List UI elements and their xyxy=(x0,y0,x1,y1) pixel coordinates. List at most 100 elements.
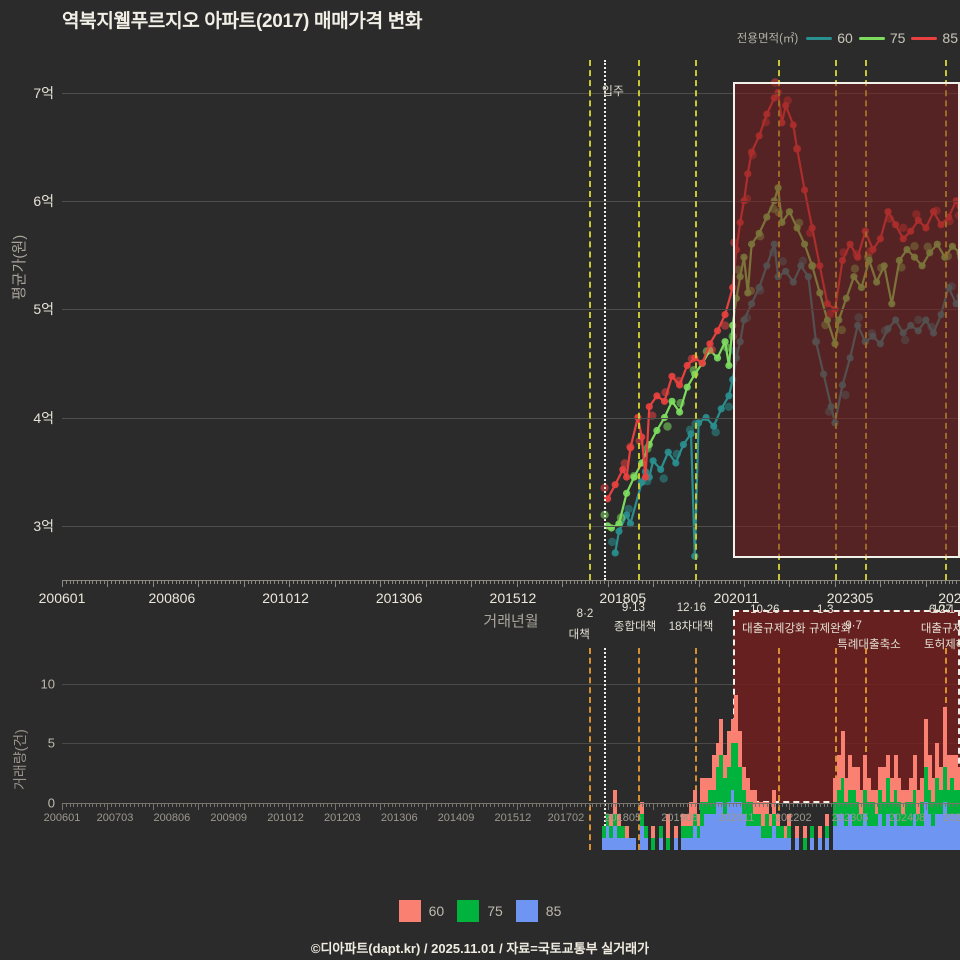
raw-trade-point-75[interactable] xyxy=(629,471,639,481)
bar-column[interactable] xyxy=(927,754,932,850)
bar-column[interactable] xyxy=(742,766,747,850)
bar-column[interactable] xyxy=(681,814,686,850)
bar-column[interactable] xyxy=(832,778,837,850)
bar-column[interactable] xyxy=(688,802,693,850)
bar-column[interactable] xyxy=(685,814,690,850)
series-point-60[interactable] xyxy=(611,549,619,557)
bar-column[interactable] xyxy=(734,695,739,850)
series-point-85[interactable] xyxy=(623,473,631,481)
bar-column[interactable] xyxy=(867,778,872,850)
bar-column[interactable] xyxy=(632,838,637,850)
bar-column[interactable] xyxy=(958,766,960,850)
legend-item-85[interactable]: 85 xyxy=(911,30,958,46)
series-point-60[interactable] xyxy=(710,422,718,430)
bar-column[interactable] xyxy=(817,826,822,850)
series-point-60[interactable] xyxy=(626,520,635,528)
raw-trade-point-85[interactable] xyxy=(626,442,635,451)
bar-column[interactable] xyxy=(950,754,955,850)
series-point-85[interactable] xyxy=(641,473,650,481)
bar-column[interactable] xyxy=(836,754,841,850)
series-point-60[interactable] xyxy=(725,392,733,400)
series-point-85[interactable] xyxy=(653,392,661,400)
series-point-85[interactable] xyxy=(713,327,722,335)
series-point-75[interactable] xyxy=(683,383,691,391)
bar-column[interactable] xyxy=(870,790,875,850)
series-point-60[interactable] xyxy=(672,459,680,467)
bar-column[interactable] xyxy=(840,730,845,850)
bar-column[interactable] xyxy=(745,778,750,850)
bar-column[interactable] xyxy=(738,730,743,850)
bar-column[interactable] xyxy=(893,754,898,850)
bar-column[interactable] xyxy=(855,766,860,850)
series-point-85[interactable] xyxy=(660,397,669,405)
series-point-75[interactable] xyxy=(668,397,676,405)
series-point-75[interactable] xyxy=(676,408,684,416)
bar-column[interactable] xyxy=(764,802,769,850)
bar-column[interactable] xyxy=(620,826,625,850)
bar-column[interactable] xyxy=(749,790,754,850)
bar-column[interactable] xyxy=(810,826,815,850)
bar-column[interactable] xyxy=(639,802,644,850)
raw-trade-point-85[interactable] xyxy=(674,376,683,386)
bar-column[interactable] xyxy=(916,790,921,850)
bar-column[interactable] xyxy=(939,766,944,850)
bar-column[interactable] xyxy=(935,742,940,850)
bar-column[interactable] xyxy=(787,814,792,850)
bar-column[interactable] xyxy=(704,778,709,850)
legend-bottom-item-60[interactable]: 60 xyxy=(398,900,444,922)
bar-column[interactable] xyxy=(931,778,936,850)
bar-column[interactable] xyxy=(613,790,618,850)
bar-column[interactable] xyxy=(673,826,678,850)
bar-column[interactable] xyxy=(825,814,830,850)
series-point-85[interactable] xyxy=(706,340,714,348)
bar-column[interactable] xyxy=(696,814,701,850)
raw-trade-point-60[interactable] xyxy=(724,402,734,411)
series-point-85[interactable] xyxy=(645,403,653,411)
bar-column[interactable] xyxy=(760,802,765,850)
series-point-85[interactable] xyxy=(611,481,619,489)
raw-trade-point-75[interactable] xyxy=(616,513,626,522)
bar-column[interactable] xyxy=(878,766,883,850)
bar-column[interactable] xyxy=(723,754,728,850)
series-point-60[interactable] xyxy=(649,457,657,465)
series-point-85[interactable] xyxy=(698,359,706,367)
bar-column[interactable] xyxy=(711,754,716,850)
bar-column[interactable] xyxy=(730,718,735,850)
bar-column[interactable] xyxy=(772,790,777,850)
bar-column[interactable] xyxy=(844,778,849,850)
raw-trade-point-85[interactable] xyxy=(687,354,696,364)
bar-column[interactable] xyxy=(700,778,705,850)
bar-column[interactable] xyxy=(719,718,724,850)
bar-column[interactable] xyxy=(666,814,671,850)
bar-column[interactable] xyxy=(874,790,879,850)
series-point-60[interactable] xyxy=(657,465,665,474)
raw-trade-point-85[interactable] xyxy=(648,411,657,420)
series-point-75[interactable] xyxy=(721,338,729,346)
bar-column[interactable] xyxy=(848,754,853,850)
bar-column[interactable] xyxy=(897,778,902,850)
bar-column[interactable] xyxy=(802,826,807,850)
series-point-85[interactable] xyxy=(683,361,691,370)
bar-column[interactable] xyxy=(692,790,697,850)
legend-item-60[interactable]: 60 xyxy=(806,30,853,46)
bar-column[interactable] xyxy=(886,754,890,850)
series-point-75[interactable] xyxy=(713,354,722,362)
raw-trade-point-85[interactable] xyxy=(720,321,730,330)
legend-bottom-item-85[interactable]: 85 xyxy=(515,900,561,922)
bar-column[interactable] xyxy=(707,778,712,850)
raw-trade-point-60[interactable] xyxy=(608,537,617,547)
raw-trade-point-60[interactable] xyxy=(624,504,633,514)
raw-trade-point-60[interactable] xyxy=(711,428,720,437)
series-point-60[interactable] xyxy=(717,405,725,413)
bar-column[interactable] xyxy=(954,754,959,850)
series-point-60[interactable] xyxy=(664,448,672,456)
bar-column[interactable] xyxy=(624,826,629,850)
raw-trade-point-60[interactable] xyxy=(672,449,681,459)
series-point-75[interactable] xyxy=(725,361,733,370)
raw-trade-point-60[interactable] xyxy=(659,474,668,483)
bar-column[interactable] xyxy=(795,826,800,850)
raw-trade-point-85[interactable] xyxy=(707,345,717,354)
series-point-60[interactable] xyxy=(615,527,623,535)
bar-column[interactable] xyxy=(757,802,762,850)
bar-column[interactable] xyxy=(776,814,781,850)
